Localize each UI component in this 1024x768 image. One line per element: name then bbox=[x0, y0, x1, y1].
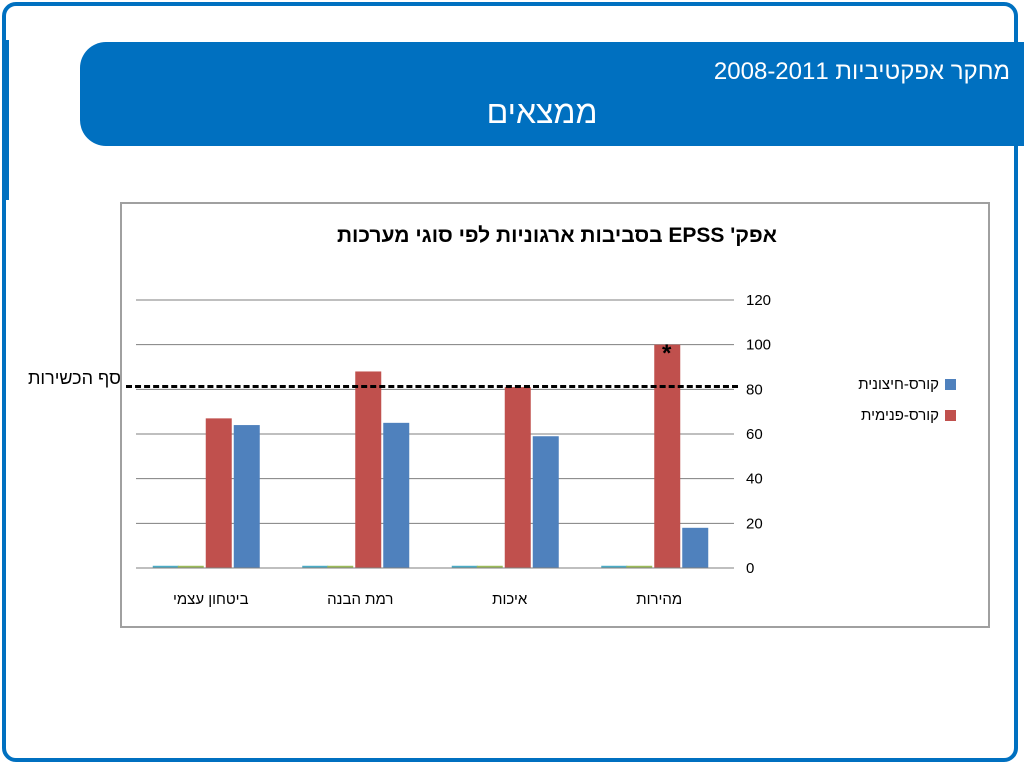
x-category-label: מהירות bbox=[636, 591, 682, 608]
bar-2-1 bbox=[476, 565, 503, 568]
legend-item-internal: קורס-פנימית bbox=[858, 407, 956, 424]
bar-3-2 bbox=[654, 344, 681, 568]
bar-0-0 bbox=[152, 565, 179, 568]
bar-2-0 bbox=[451, 565, 478, 568]
legend-swatch-external bbox=[945, 379, 956, 390]
y-tick-label: 60 bbox=[746, 426, 763, 443]
legend-item-external: קורס-חיצונית bbox=[858, 376, 956, 393]
header-subtitle: מחקר אפקטיביות 2008-2011 bbox=[713, 58, 1010, 85]
bar-3-3 bbox=[682, 527, 709, 568]
legend-label-external: קורס-חיצונית bbox=[858, 376, 939, 393]
y-tick-label: 40 bbox=[746, 471, 763, 488]
x-category-label: איכות bbox=[492, 591, 528, 608]
chart-title: אפק' EPSS בסביבות ארגוניות לפי סוגי מערכ… bbox=[336, 224, 777, 247]
bar-1-1 bbox=[327, 565, 354, 568]
bar-chart: 0 20 40 60 80 100 120 ביטחון עצמי רמת הבנה איכות מ… bbox=[136, 292, 771, 608]
bar-0-3 bbox=[233, 425, 260, 568]
bar-2-3 bbox=[532, 436, 559, 568]
legend-label-internal: קורס-פנימית bbox=[861, 407, 939, 424]
y-tick-label: 100 bbox=[746, 337, 771, 354]
y-tick-label: 0 bbox=[746, 560, 754, 577]
bar-3-0 bbox=[601, 565, 628, 568]
threshold-label: סף הכשירות bbox=[28, 368, 121, 388]
header-band: מחקר אפקטיביות 2008-2011 ממצאים bbox=[80, 42, 1024, 146]
chart-container: 0 20 40 60 80 100 120 ביטחון עצמי רמת הבנה איכות מ… bbox=[120, 202, 990, 628]
bar-0-2 bbox=[205, 418, 232, 568]
left-accent-bar bbox=[6, 40, 9, 200]
slide-title: ממצאים bbox=[486, 94, 598, 130]
significance-star: * bbox=[662, 340, 672, 367]
y-tick-label: 20 bbox=[746, 515, 763, 532]
bar-3-1 bbox=[626, 565, 653, 568]
threshold-dashed-line bbox=[126, 385, 738, 388]
x-category-label: ביטחון עצמי bbox=[173, 591, 249, 608]
x-category-label: רמת הבנה bbox=[327, 591, 393, 608]
legend-swatch-internal bbox=[945, 410, 956, 421]
legend: קורס-חיצונית קורס-פנימית bbox=[858, 376, 956, 438]
bar-0-1 bbox=[177, 565, 204, 568]
bar-1-2 bbox=[355, 371, 382, 568]
y-tick-label: 80 bbox=[746, 381, 763, 398]
y-tick-label: 120 bbox=[746, 292, 771, 309]
bar-1-3 bbox=[383, 422, 410, 568]
bar-2-2 bbox=[504, 387, 531, 568]
bar-1-0 bbox=[302, 565, 329, 568]
